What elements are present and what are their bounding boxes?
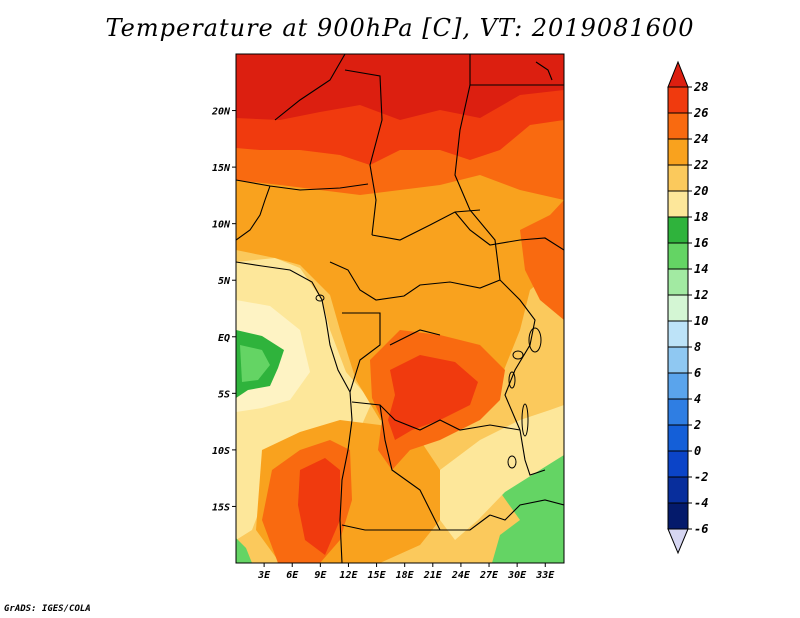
colorbar-swatch <box>667 86 689 114</box>
temp-zone-sahara-core <box>236 54 564 120</box>
temp-zone-southeast <box>440 405 564 540</box>
colorbar-label: 4 <box>694 392 701 406</box>
colorbar-swatch <box>667 398 689 426</box>
temp-zone-hot-east <box>520 200 564 320</box>
colorbar-label: -2 <box>694 470 708 484</box>
map-panel <box>236 54 564 563</box>
colorbar-swatch <box>667 190 689 218</box>
y-tick-label: 15N <box>212 163 231 174</box>
colorbar-label: 6 <box>694 366 701 380</box>
y-tick-label: 5S <box>218 389 230 400</box>
colorbar-swatch <box>667 450 689 478</box>
x-axis: 3E 6E 9E 12E 15E 18E 21E 24E 27E 30E 33E <box>257 563 555 581</box>
x-tick-label: 3E <box>257 570 271 581</box>
lake-outlines <box>315 294 542 469</box>
temp-zone-green-sw <box>236 538 252 563</box>
x-tick-label: 6E <box>286 570 299 581</box>
colorbar-swatch <box>667 294 689 322</box>
y-tick-label: 5N <box>218 276 231 287</box>
colorbar-label: 0 <box>694 444 701 458</box>
colorbar-label: 10 <box>694 314 708 328</box>
colorbar-swatch <box>667 216 689 244</box>
x-tick-label: 12E <box>339 570 358 581</box>
y-axis: 20N 15N 10N 5N EQ 5S 10S 15S <box>211 107 236 513</box>
colorbar-label: 2 <box>693 418 701 432</box>
country-borders <box>236 54 564 563</box>
temp-zone-congo-core <box>388 355 478 440</box>
colorbar-label: 8 <box>694 340 701 354</box>
x-tick-label: 27E <box>479 570 499 581</box>
temp-zone-south-core <box>298 458 340 555</box>
colorbar-label: 26 <box>693 106 708 120</box>
colorbar-label: 28 <box>693 80 708 94</box>
map-frame <box>235 53 565 564</box>
colorbar-swatch <box>667 112 689 140</box>
x-tick-label: 9E <box>314 570 327 581</box>
x-tick-label: 21E <box>423 570 443 581</box>
x-tick-label: 33E <box>535 570 555 581</box>
y-tick-label: 15S <box>212 502 230 513</box>
colorbar-swatch <box>667 242 689 270</box>
footer-credit: GrADS: IGES/COLA <box>4 604 91 614</box>
colorbar-label: 12 <box>694 288 708 302</box>
x-tick-label: 24E <box>451 570 471 581</box>
colorbar-label: 22 <box>693 158 708 172</box>
x-tick-label: 18E <box>396 570 415 581</box>
colorbar-label: 20 <box>693 184 708 198</box>
colorbar-swatch <box>667 320 689 348</box>
x-tick-label: 15E <box>368 570 387 581</box>
colorbar-bottom-arrow <box>667 528 689 555</box>
colorbar-swatch <box>667 476 689 504</box>
chart-title: Temperature at 900hPa [C], VT: 201908160… <box>105 14 695 42</box>
colorbar-swatch <box>667 372 689 400</box>
colorbar-label: 14 <box>694 262 708 276</box>
y-tick-label: 10S <box>212 446 230 457</box>
colorbar-label: 16 <box>694 236 708 250</box>
y-tick-label: EQ <box>218 333 230 344</box>
colorbar-swatch <box>667 138 689 166</box>
x-tick-label: 30E <box>507 570 527 581</box>
temp-zone-green-west-inner <box>240 345 270 382</box>
colorbar-swatch <box>667 346 689 374</box>
colorbar-label: 24 <box>693 132 708 146</box>
colorbar-swatch <box>667 502 689 530</box>
colorbar-label: -6 <box>694 522 708 536</box>
colorbar-swatch <box>667 164 689 192</box>
y-tick-label: 20N <box>211 107 231 118</box>
y-tick-label: 10N <box>212 220 231 231</box>
colorbar-swatch <box>667 424 689 452</box>
colorbar-label: -4 <box>694 496 708 510</box>
temp-zone-green-se <box>492 455 564 563</box>
colorbar-label: 18 <box>694 210 708 224</box>
colorbar-top-arrow <box>667 60 689 88</box>
colorbar-swatch <box>667 268 689 296</box>
